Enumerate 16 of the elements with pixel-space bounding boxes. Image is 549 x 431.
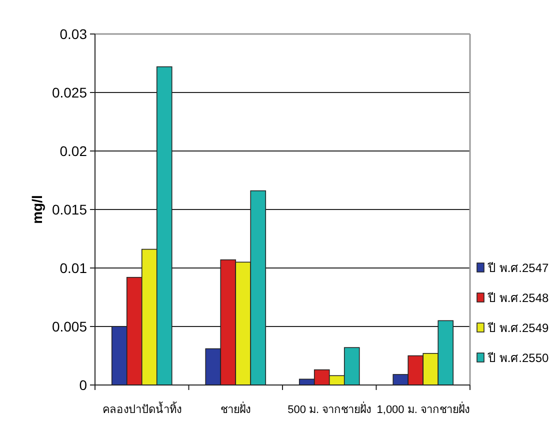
legend-label: ปี พ.ศ.2548 [487,291,549,306]
x-tick-label: ชายฝั่ง [220,401,251,416]
x-tick-label: 1,000 ม. จากชายฝั่ง [376,401,470,416]
y-tick-label: 0.015 [52,201,88,218]
y-tick-label: 0.02 [60,142,88,159]
y-tick-label: 0 [79,376,88,393]
y-tick-label: 0.01 [60,260,88,276]
legend-label: ปี พ.ศ.2547 [487,261,549,276]
legend-label: ปี พ.ศ.2549 [487,321,549,336]
y-tick-label: 0.005 [52,318,88,334]
x-tick-label: 500 ม. จากชายฝั่ง [288,401,372,416]
legend-label: ปี พ.ศ.2550 [487,351,549,366]
y-axis-title: mg/l [29,195,45,224]
y-tick-label: 0.025 [52,84,88,100]
x-tick-label: คลองปาปัดน้ำทิ้ง [102,401,182,416]
y-tick-label: 0.03 [60,26,88,42]
